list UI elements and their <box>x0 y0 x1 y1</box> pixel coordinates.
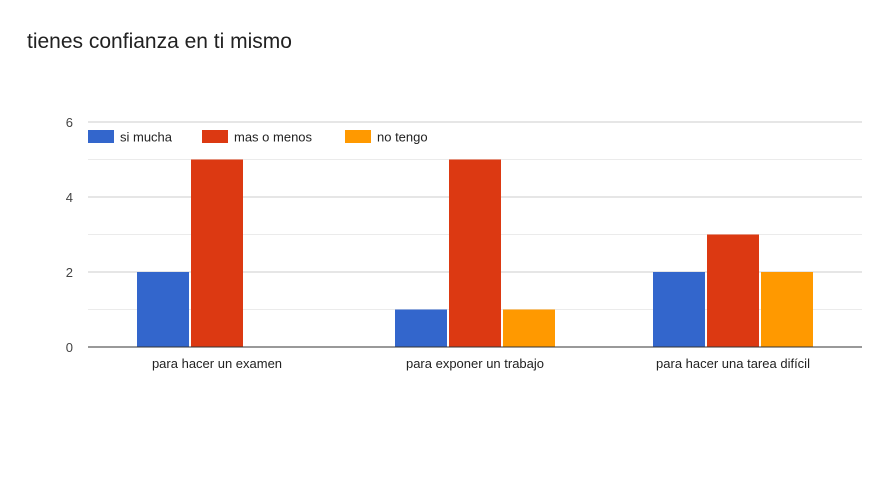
chart-title: tienes confianza en ti mismo <box>27 30 292 53</box>
x-category-labels: para hacer un examen para exponer un trab… <box>152 356 810 371</box>
bar <box>449 159 501 347</box>
bar <box>395 309 447 347</box>
bar <box>761 272 813 347</box>
legend-swatch <box>345 130 371 143</box>
bar <box>707 234 759 347</box>
bars <box>137 159 813 347</box>
bar <box>503 309 555 347</box>
bar <box>191 159 243 347</box>
y-tick-label: 4 <box>66 190 73 205</box>
bar <box>653 272 705 347</box>
legend-swatch <box>88 130 114 143</box>
x-category-label: para exponer un trabajo <box>406 356 544 371</box>
y-tick-label: 0 <box>66 340 73 355</box>
legend-label: si mucha <box>120 130 173 145</box>
y-tick-label: 2 <box>66 265 73 280</box>
legend-label: no tengo <box>377 130 428 145</box>
x-category-label: para hacer una tarea difícil <box>656 356 810 371</box>
y-tick-label: 6 <box>66 115 73 130</box>
legend: si mucha mas o menos no tengo <box>88 130 428 145</box>
legend-swatch <box>202 130 228 143</box>
bar <box>137 272 189 347</box>
x-category-label: para hacer un examen <box>152 356 282 371</box>
legend-label: mas o menos <box>234 130 313 145</box>
y-tick-labels: 0 2 4 6 <box>66 115 73 355</box>
